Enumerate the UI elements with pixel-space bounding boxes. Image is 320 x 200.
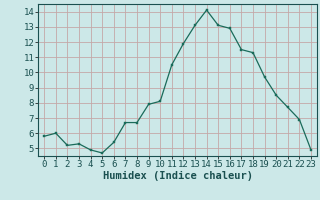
X-axis label: Humidex (Indice chaleur): Humidex (Indice chaleur) xyxy=(103,171,252,181)
